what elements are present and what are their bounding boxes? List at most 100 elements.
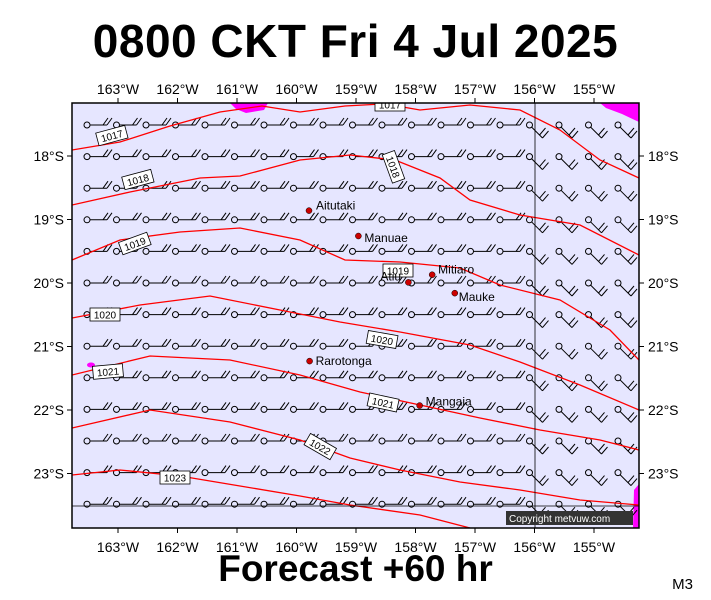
wind-barb: [231, 180, 260, 192]
wind-barb: [467, 149, 496, 161]
svg-text:Mitiaro: Mitiaro: [438, 263, 474, 277]
wind-barb: [290, 465, 319, 477]
wind-barb: [526, 311, 549, 328]
wind-barb: [555, 153, 579, 170]
wind-barb: [143, 529, 171, 539]
wind-barb: [83, 433, 113, 445]
wind-barb: [378, 370, 408, 382]
wind-barb: [319, 307, 349, 319]
wind-barb: [585, 374, 608, 392]
wind-barb: [83, 402, 113, 413]
wind-barb: [614, 216, 638, 234]
wind-barb: [231, 307, 260, 319]
wind-barb: [349, 244, 378, 255]
wind-barb: [614, 247, 638, 265]
wind-barb: [585, 247, 608, 265]
wind-barb: [496, 402, 526, 413]
copyright-text: Copyright metvuw.com: [509, 514, 610, 525]
wind-barb: [496, 307, 526, 319]
wind-barb: [467, 433, 496, 445]
wind-barb: [409, 529, 437, 539]
svg-text:Rarotonga: Rarotonga: [316, 354, 372, 368]
wind-barb: [260, 244, 290, 255]
wind-barb: [378, 244, 408, 255]
wind-barb: [260, 117, 290, 129]
wind-barb: [555, 469, 579, 486]
wind-barb: [378, 433, 408, 445]
wind-barb: [585, 342, 608, 360]
wind-barb: [172, 307, 201, 319]
wind-barb: [467, 496, 496, 508]
wind-barb: [142, 117, 172, 129]
wind-barb: [113, 149, 142, 161]
wind-barb: [142, 244, 172, 255]
wind-barb: [437, 433, 467, 445]
wind-barb: [585, 121, 608, 139]
wind-barb: [349, 465, 378, 477]
wind-barb: [142, 307, 172, 319]
wind-barb: [319, 212, 349, 224]
isobar-line: [72, 103, 401, 151]
wind-barb: [438, 529, 466, 539]
wind-barb: [437, 496, 467, 508]
isobar-label: 1021: [366, 392, 400, 413]
wind-barb: [585, 153, 608, 170]
wind-barb: [408, 180, 437, 192]
wind-barb: [319, 338, 349, 350]
wind-barb: [142, 212, 172, 224]
wind-barb: [83, 180, 113, 192]
wind-barb: [437, 370, 467, 382]
lon-tick-label-top: 162°W: [156, 81, 199, 97]
wind-barb: [467, 117, 496, 129]
wind-barb: [290, 149, 319, 161]
wind-barb: [349, 117, 378, 129]
isobar-line: [72, 227, 639, 361]
wind-barb: [408, 496, 437, 508]
wind-barb: [290, 212, 319, 224]
wind-barb: [142, 370, 172, 382]
wind-barb: [496, 212, 526, 224]
wind-barb: [437, 402, 467, 413]
wind-barb: [408, 244, 437, 255]
wind-barb: [379, 529, 407, 539]
wind-barb: [555, 279, 579, 297]
wind-barb: [201, 465, 231, 477]
wind-barb: [467, 465, 496, 477]
wind-barb: [467, 370, 496, 382]
wind-barb: [260, 338, 290, 350]
wind-barb: [201, 370, 231, 382]
wind-barb: [290, 180, 319, 192]
islands: Aitutaki Manuae Mitiaro Atiu Mauke Rarotonga M…: [305, 199, 495, 409]
wind-barb: [319, 370, 349, 382]
wind-barb: [83, 496, 113, 508]
wind-barb: [408, 149, 437, 161]
wind-barb: [201, 117, 231, 129]
wind-barb: [555, 121, 579, 139]
wind-barb: [378, 307, 408, 319]
wind-barb: [614, 153, 638, 170]
lat-tick-label-left: 20°S: [33, 275, 64, 291]
wind-barb: [260, 465, 290, 477]
wind-barb: [260, 433, 290, 445]
svg-text:Manuae: Manuae: [364, 231, 408, 245]
svg-text:1021: 1021: [97, 367, 121, 380]
wind-barb: [113, 370, 142, 382]
wind-barb: [555, 184, 579, 202]
wind-barb: [349, 496, 378, 508]
wind-barb: [260, 212, 290, 224]
wind-barb: [408, 117, 437, 129]
svg-text:1020: 1020: [370, 334, 394, 349]
lat-tick-label-right: 20°S: [648, 275, 679, 291]
wind-barb: [437, 117, 467, 129]
wind-barb: [496, 338, 526, 350]
wind-barb: [202, 529, 230, 539]
lat-tick-label-left: 22°S: [33, 402, 64, 418]
wind-barb: [172, 496, 201, 508]
wind-barb: [201, 307, 231, 319]
wind-barb: [496, 180, 526, 192]
wind-barb: [201, 180, 231, 192]
svg-text:Mangaia: Mangaia: [426, 395, 472, 409]
wind-barb: [290, 117, 319, 129]
isobar-label: 1020: [89, 307, 121, 322]
